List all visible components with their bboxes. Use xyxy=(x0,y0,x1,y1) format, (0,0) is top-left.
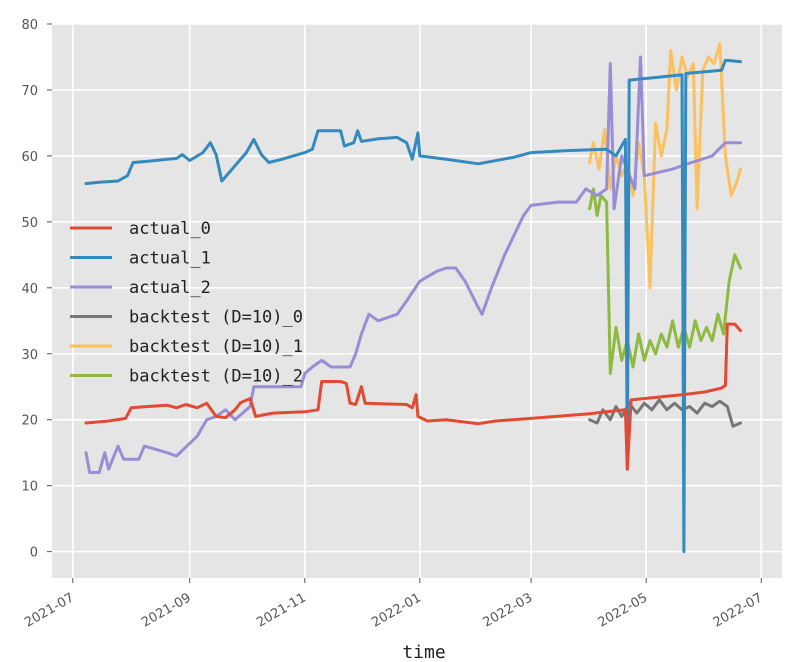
y-tick-label: 60 xyxy=(21,150,38,165)
series-line-backtest-d-10-0 xyxy=(588,398,742,428)
x-tick-label: 2022-03 xyxy=(481,590,536,630)
y-tick-label: 70 xyxy=(21,84,38,99)
y-axis-ticks: 0 10 20 30 40 50 60 70 80 xyxy=(21,18,52,561)
legend-label: backtest (D=10)_1 xyxy=(129,337,303,357)
series-lines xyxy=(84,42,742,554)
x-tick-label: 2022-01 xyxy=(369,590,424,630)
x-tick-label: 2021-09 xyxy=(139,590,194,630)
legend-label: actual_1 xyxy=(129,249,211,269)
x-axis-ticks: 2021-07 2021-09 2021-11 2022-01 2022-03 2022-… xyxy=(22,578,765,631)
series-line-actual-2 xyxy=(84,55,742,474)
plot-background xyxy=(52,24,782,578)
legend-label: actual_2 xyxy=(129,278,211,298)
y-tick-label: 50 xyxy=(21,216,38,231)
series-line-actual-1 xyxy=(84,58,742,554)
x-tick-label: 2021-07 xyxy=(22,590,77,630)
series-line-actual-0 xyxy=(84,322,742,471)
legend: actual_0 actual_1 actual_2 backtest (D=10)_… xyxy=(70,219,303,387)
legend-label: backtest (D=10)_0 xyxy=(129,308,303,328)
x-axis-label: time xyxy=(402,642,445,662)
y-tick-label: 10 xyxy=(21,480,38,495)
legend-label: actual_0 xyxy=(129,219,211,239)
x-tick-label: 2021-11 xyxy=(254,590,309,630)
y-tick-label: 30 xyxy=(21,348,38,363)
y-tick-label: 20 xyxy=(21,414,38,429)
y-tick-label: 80 xyxy=(21,18,38,33)
y-tick-label: 40 xyxy=(21,282,38,297)
y-tick-label: 0 xyxy=(30,546,38,561)
series-line-backtest-d-10-2 xyxy=(588,187,742,375)
x-tick-label: 2022-07 xyxy=(711,590,766,630)
x-tick-label: 2022-05 xyxy=(596,590,651,630)
legend-label: backtest (D=10)_2 xyxy=(129,367,303,387)
